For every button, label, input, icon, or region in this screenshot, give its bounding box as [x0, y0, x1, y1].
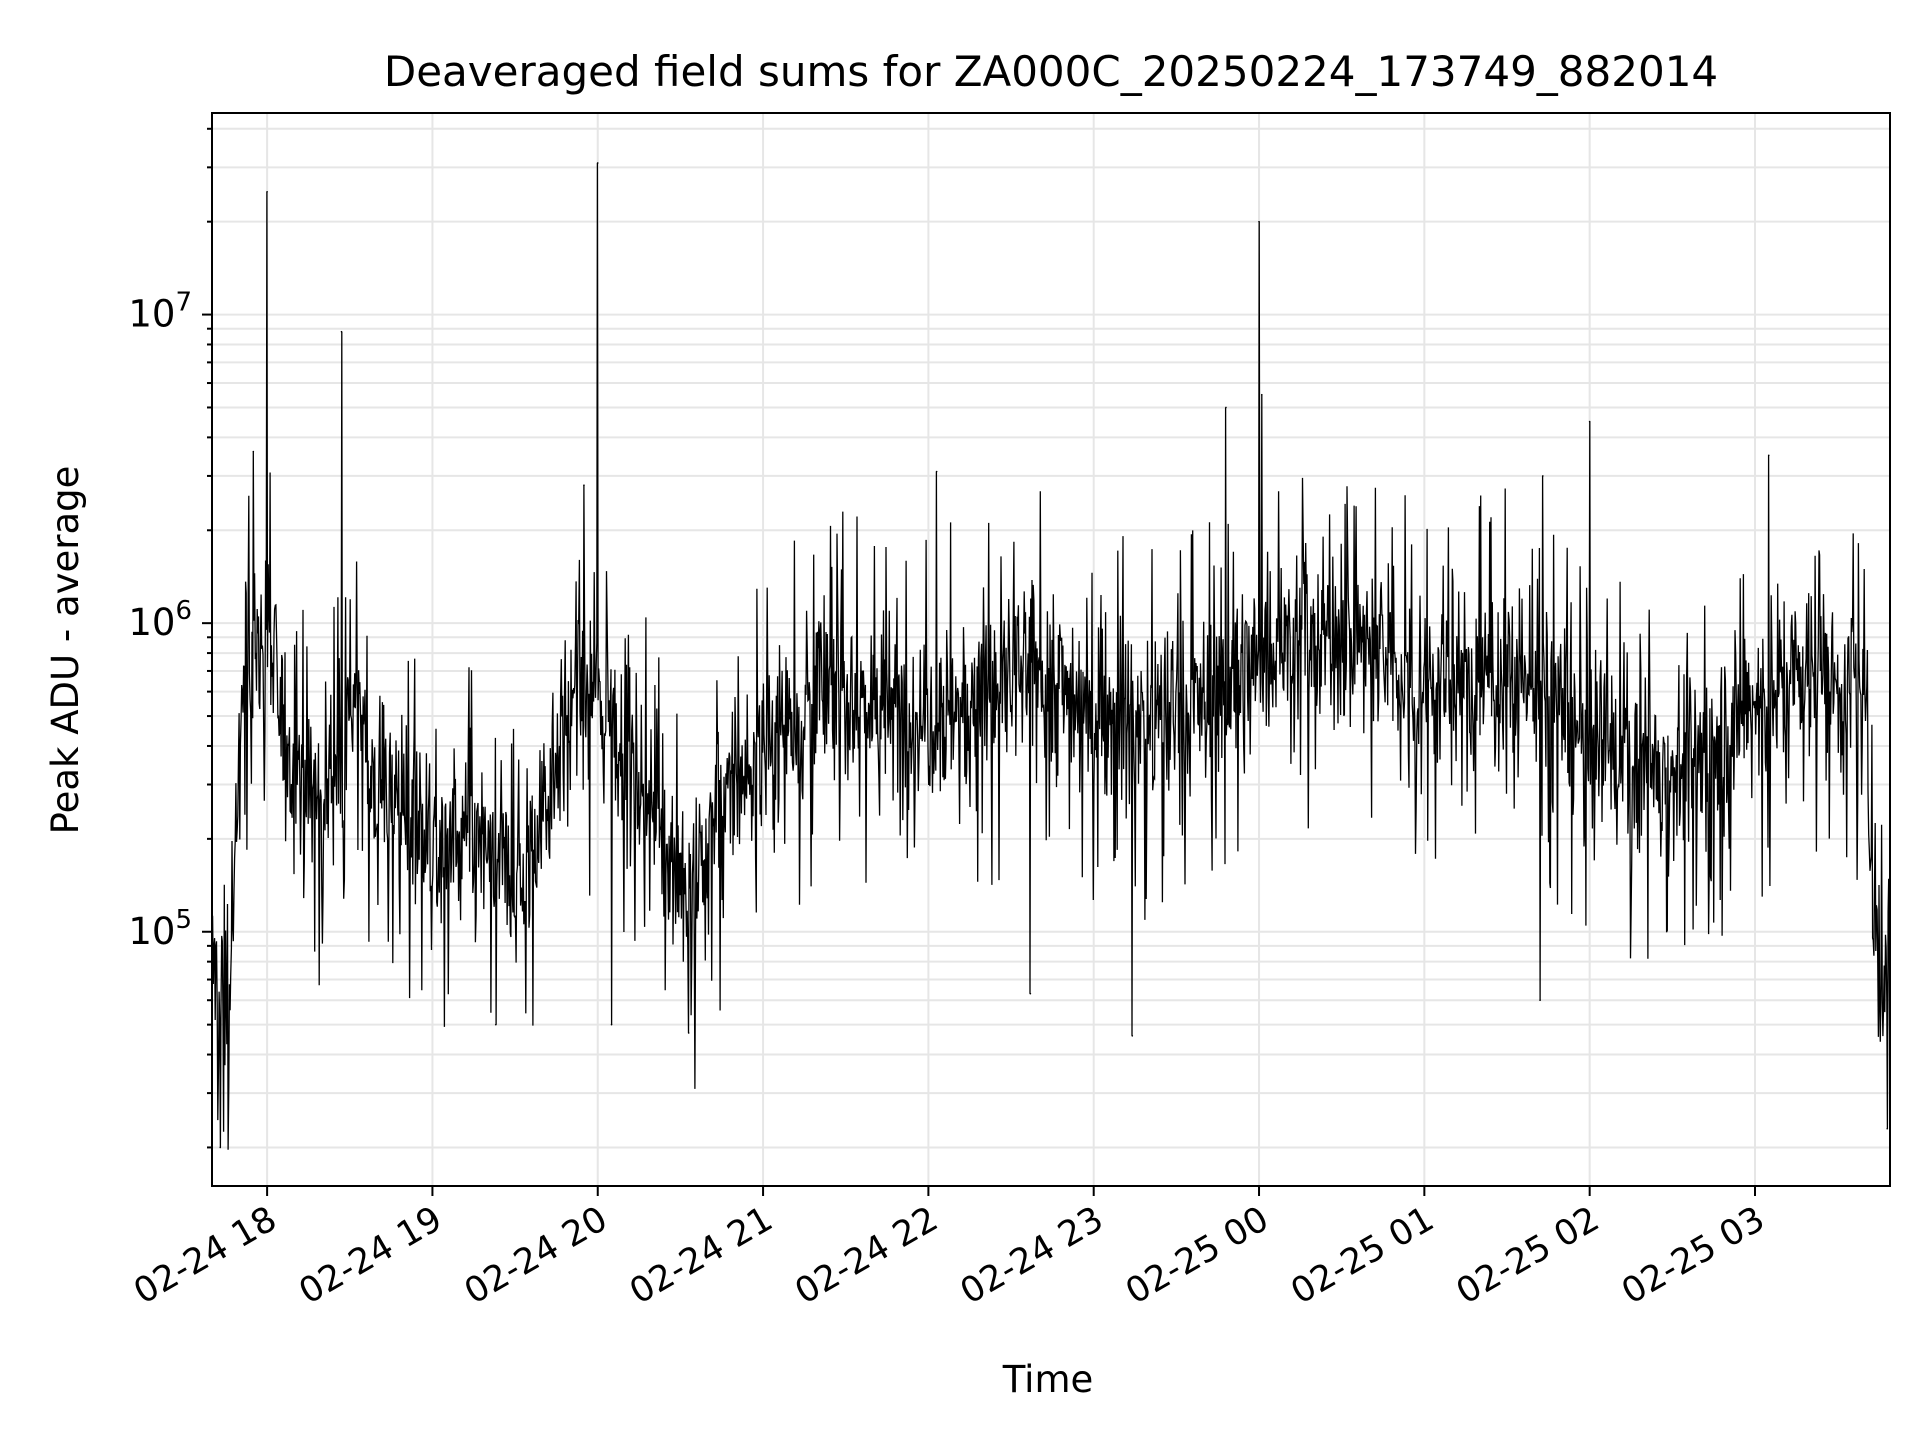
dip-point — [494, 1023, 497, 1026]
y-tick-label: 106 — [128, 596, 192, 644]
spike-point — [340, 330, 343, 333]
dip-point — [219, 1146, 222, 1149]
y-tick-label: 107 — [128, 288, 192, 336]
dip-point — [1029, 992, 1032, 995]
spike-point — [252, 450, 255, 453]
spike-point — [935, 470, 938, 473]
plot-frame — [211, 112, 1891, 1187]
spike-point — [1260, 393, 1263, 396]
data-layer — [211, 162, 1891, 1150]
spike-point — [583, 484, 585, 486]
spike-point — [1258, 220, 1260, 223]
spike-point — [266, 190, 268, 193]
spike-point — [1225, 406, 1227, 409]
dip-point — [1886, 1127, 1889, 1130]
dip-point — [1539, 999, 1541, 1002]
y-tick-label: 105 — [128, 905, 192, 953]
spike-point — [1588, 420, 1591, 423]
spike-point — [596, 162, 599, 164]
chart-title: Deaveraged field sums for ZA000C_2025022… — [384, 47, 1718, 96]
dip-point — [687, 1032, 690, 1034]
dip-point — [610, 1023, 613, 1026]
y-axis-label: Peak ADU - average — [44, 466, 87, 835]
series-line — [211, 162, 1891, 1150]
dip-point — [1131, 1035, 1134, 1037]
spike-point — [1542, 475, 1544, 477]
spike-point — [1767, 454, 1770, 457]
x-axis-label: Time — [1002, 1358, 1094, 1401]
